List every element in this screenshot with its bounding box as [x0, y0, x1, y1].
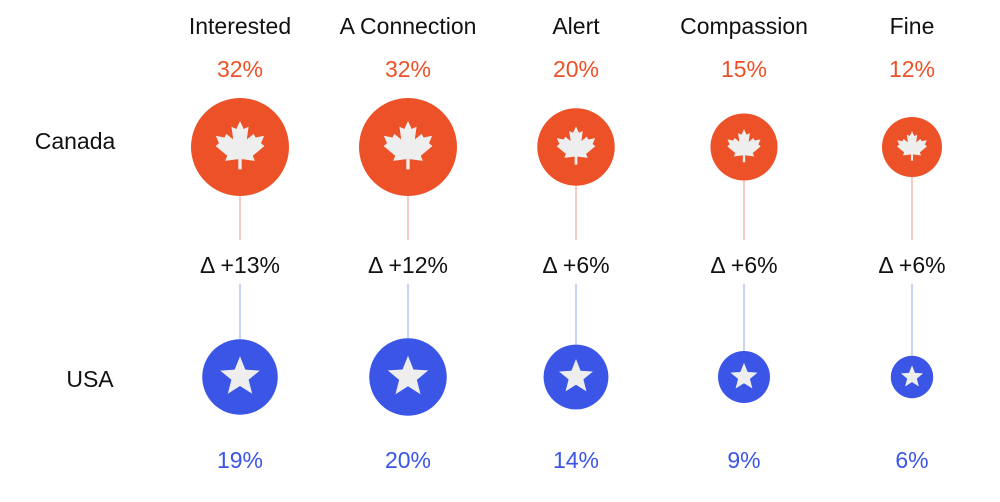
- category-label-interested: Interested: [189, 13, 291, 39]
- row-label-canada: Canada: [35, 128, 116, 154]
- star-icon: [559, 359, 593, 392]
- delta-label: Δ +6%: [542, 252, 609, 278]
- category-label-a-connection: A Connection: [340, 13, 477, 39]
- canada-value-label: 12%: [889, 56, 935, 82]
- maple-leaf-icon: [727, 129, 761, 163]
- category-label-compassion: Compassion: [680, 13, 808, 39]
- usa-value-label: 6%: [895, 447, 928, 473]
- delta-label: Δ +13%: [200, 252, 280, 278]
- star-icon: [730, 362, 758, 389]
- usa-value-label: 14%: [553, 447, 599, 473]
- row-label-usa: USA: [66, 366, 114, 392]
- maple-leaf-icon: [215, 121, 265, 170]
- canada-value-label: 15%: [721, 56, 767, 82]
- category-label-alert: Alert: [552, 13, 600, 39]
- usa-value-label: 19%: [217, 447, 263, 473]
- usa-value-label: 9%: [727, 447, 760, 473]
- maple-leaf-icon: [897, 131, 927, 161]
- star-icon: [900, 365, 924, 387]
- canada-value-label: 32%: [217, 56, 263, 82]
- maple-leaf-icon: [556, 126, 596, 165]
- delta-label: Δ +6%: [710, 252, 777, 278]
- star-icon: [220, 356, 260, 394]
- maple-leaf-icon: [383, 121, 433, 170]
- star-icon: [387, 355, 429, 395]
- delta-label: Δ +6%: [878, 252, 945, 278]
- category-label-fine: Fine: [890, 13, 935, 39]
- canada-value-label: 20%: [553, 56, 599, 82]
- canada-value-label: 32%: [385, 56, 431, 82]
- usa-value-label: 20%: [385, 447, 431, 473]
- delta-label: Δ +12%: [368, 252, 448, 278]
